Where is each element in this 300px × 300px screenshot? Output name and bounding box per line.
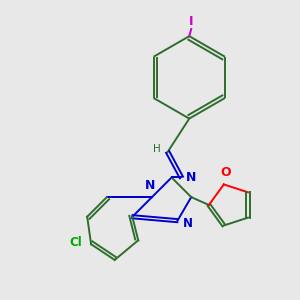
Text: N: N (186, 171, 196, 184)
Text: N: N (145, 179, 155, 192)
Text: I: I (189, 14, 194, 28)
Text: H: H (153, 144, 160, 154)
Text: N: N (183, 217, 193, 230)
Text: O: O (220, 166, 231, 178)
Text: Cl: Cl (70, 236, 83, 249)
